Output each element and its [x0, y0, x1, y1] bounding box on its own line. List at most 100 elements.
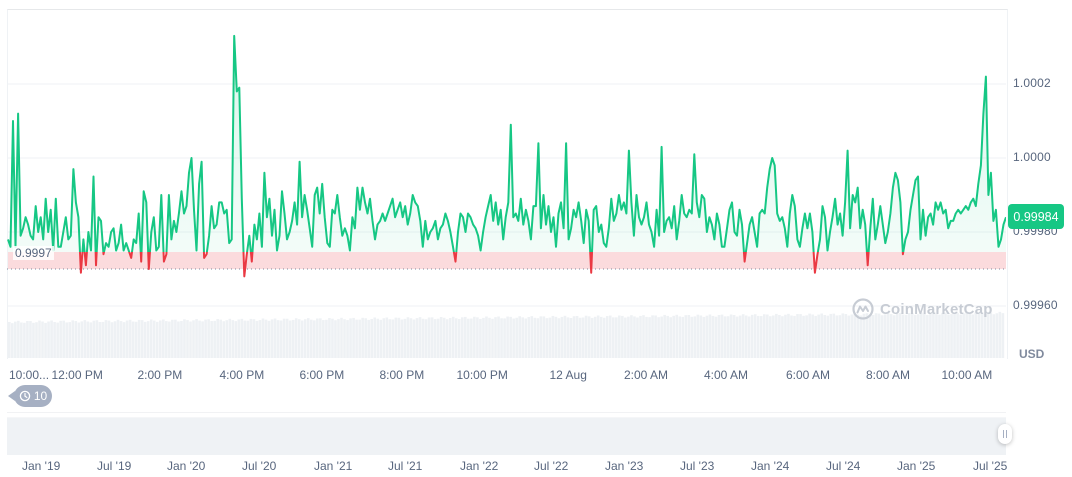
volume-bar — [249, 318, 253, 358]
volume-bar — [657, 317, 660, 358]
volume-bar — [805, 315, 808, 358]
volume-bar — [618, 315, 621, 358]
volume-bar — [355, 319, 358, 358]
volume-bar — [83, 320, 87, 358]
volume-bar — [8, 322, 11, 358]
volume-bar — [605, 316, 609, 358]
volume-bar — [639, 315, 642, 358]
volume-bar — [790, 315, 793, 358]
x-tick-label: 8:00 PM — [379, 368, 425, 382]
navigator-tick-label: Jan '19 — [22, 459, 61, 473]
volume-bar — [983, 313, 987, 358]
volume-bar — [358, 319, 361, 358]
volume-bar — [645, 316, 648, 358]
volume-bar — [267, 320, 271, 358]
volume-bar — [482, 317, 485, 358]
volume-bar — [904, 314, 908, 358]
volume-bar — [566, 317, 570, 358]
volume-bar — [65, 322, 68, 358]
grip-line-icon — [1003, 430, 1004, 438]
volume-bar — [328, 318, 331, 358]
volume-bar — [741, 314, 745, 358]
volume-bar — [932, 312, 935, 358]
volume-bar — [159, 320, 162, 358]
volume-bar — [877, 313, 881, 358]
volume-bar — [325, 319, 328, 358]
volume-bar — [720, 314, 724, 358]
navigator-tick-label: Jan '21 — [314, 459, 353, 473]
x-tick-label: 12:00 PM — [51, 368, 103, 382]
navigator-tick-label: Jul '22 — [534, 459, 569, 473]
volume-bar — [956, 313, 959, 358]
volume-bar — [165, 321, 168, 358]
volume-bar — [273, 318, 277, 358]
volume-bar — [886, 312, 890, 358]
volume-bar — [122, 322, 126, 358]
navigator-tick-label: Jul '21 — [388, 459, 423, 473]
volume-bar — [291, 319, 295, 358]
price-line-up[interactable] — [7, 34, 1006, 277]
history-badge[interactable]: 10 — [8, 385, 52, 407]
volume-bar — [642, 315, 645, 358]
volume-bar — [817, 314, 820, 358]
volume-bar — [500, 318, 503, 358]
volume-bar — [971, 314, 974, 358]
coinmarketcap-watermark: CoinMarketCap — [852, 298, 993, 320]
volume-bar — [823, 315, 826, 358]
volume-bar — [935, 314, 938, 358]
volume-bar — [608, 315, 612, 358]
navigator-top-border — [7, 412, 1006, 413]
volume-bar — [35, 322, 38, 358]
volume-bar — [322, 320, 325, 358]
volume-bar — [907, 313, 911, 358]
volume-bar — [11, 323, 14, 358]
navigator-drag-handle[interactable] — [998, 424, 1012, 444]
x-tick-label: 2:00 PM — [137, 368, 183, 382]
volume-bar — [125, 320, 129, 358]
volume-bar — [901, 314, 905, 358]
volume-bar — [20, 322, 23, 358]
volume-bar — [467, 318, 470, 358]
navigator-tick-label: Jul '25 — [973, 459, 1008, 473]
volume-bar — [451, 316, 455, 358]
volume-bar — [696, 314, 700, 358]
volume-bar — [50, 320, 53, 358]
volume-bar — [457, 319, 461, 358]
volume-bar — [140, 320, 144, 358]
volume-bar — [264, 319, 268, 358]
volume-bar — [959, 314, 962, 358]
volume-bar — [213, 320, 216, 358]
navigator-tick-label: Jan '20 — [167, 459, 206, 473]
volume-bar — [442, 317, 446, 358]
volume-bar — [47, 321, 50, 358]
volume-bar — [373, 317, 377, 358]
navigator-tick-label: Jan '23 — [605, 459, 644, 473]
volume-bar — [678, 316, 682, 358]
volume-bar — [297, 319, 301, 358]
x-tick-label: 2:00 AM — [624, 368, 669, 382]
navigator-tick-label: Jan '24 — [751, 459, 790, 473]
volume-bar — [116, 319, 120, 358]
volume-bar — [578, 317, 582, 358]
y-tick-label: 1.0000 — [1013, 150, 1051, 164]
volume-bar — [391, 319, 395, 358]
volume-bar — [584, 315, 588, 358]
volume-bar — [32, 322, 35, 358]
volume-bar — [557, 318, 561, 358]
chart-plot-area[interactable] — [7, 9, 1008, 359]
x-tick-label: 10:00... — [9, 368, 50, 382]
volume-bar — [802, 315, 805, 358]
volume-bar — [485, 316, 488, 358]
volume-bar — [183, 319, 186, 358]
volume-bar — [787, 313, 790, 358]
navigator-tick-label: Jul '23 — [680, 459, 715, 473]
volume-bar — [829, 313, 833, 358]
time-range-navigator[interactable] — [7, 417, 1006, 455]
volume-bar — [630, 315, 633, 358]
volume-bar — [246, 320, 250, 358]
volume-bar — [687, 315, 691, 358]
volume-bar — [162, 319, 165, 358]
volume-bar — [104, 320, 108, 358]
volume-bar — [796, 314, 799, 358]
volume-bar — [41, 321, 44, 358]
